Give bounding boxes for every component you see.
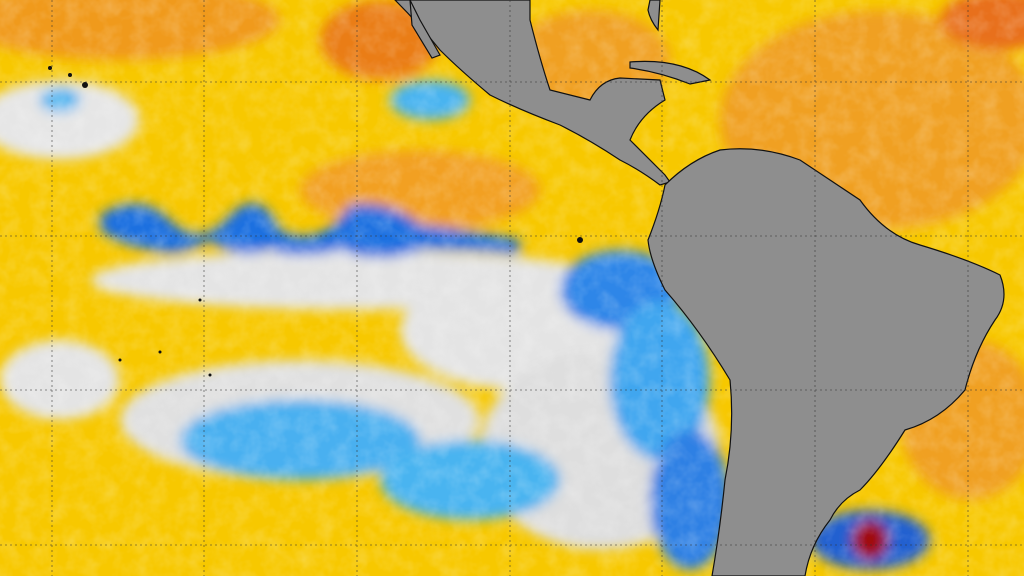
cuba (629, 60, 712, 85)
island (118, 358, 122, 362)
island (198, 298, 202, 302)
baja-california (409, 0, 441, 59)
florida (647, 0, 661, 32)
island (577, 237, 583, 243)
island (158, 350, 162, 354)
central-america (394, 0, 671, 186)
island (82, 82, 88, 88)
land (394, 0, 1005, 576)
islands (48, 66, 583, 377)
south-america (647, 148, 1005, 576)
island (208, 373, 212, 377)
island (68, 73, 72, 77)
island (48, 66, 52, 70)
